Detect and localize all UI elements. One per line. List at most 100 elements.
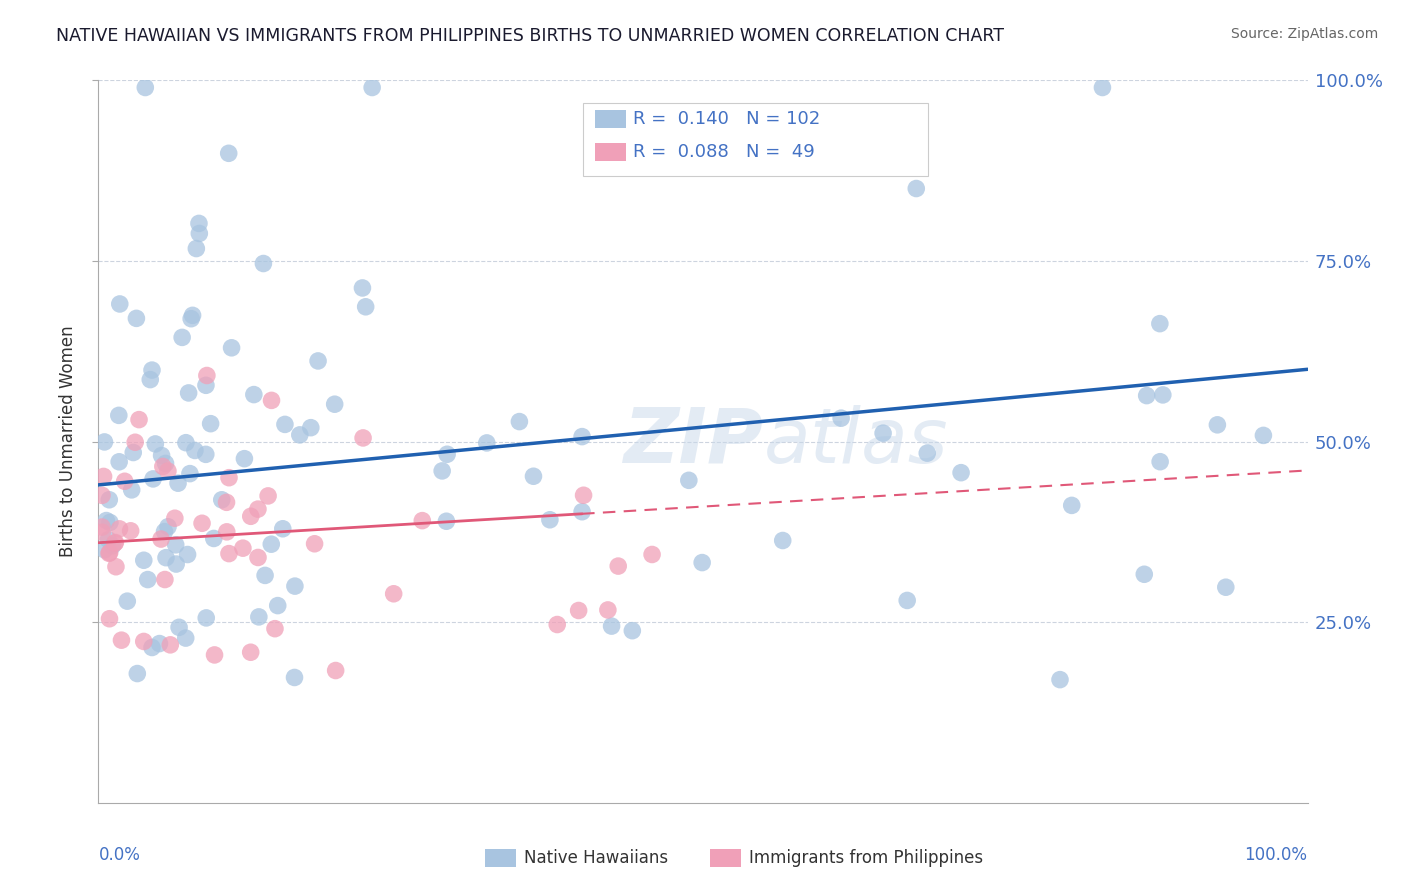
Point [153,573,176,587]
Point [93,469,115,483]
Point [174,435,197,450]
Point [411,514,433,528]
Point [91,525,114,540]
Point [430,464,453,478]
Point [134,80,156,95]
Point [139,373,162,387]
Point [179,467,201,481]
Point [121,483,143,497]
Point [153,524,176,539]
Point [896,593,918,607]
Point [98,546,121,560]
Point [143,437,166,451]
Point [1152,388,1174,402]
Point [150,449,173,463]
Text: 0.0%: 0.0% [98,847,141,864]
Point [274,417,297,432]
Point [159,638,181,652]
Point [1133,567,1156,582]
Point [98,546,121,560]
Point [108,455,131,469]
Point [142,472,165,486]
Point [127,666,149,681]
Text: atlas: atlas [763,405,948,478]
Point [288,428,311,442]
Text: NATIVE HAWAIIAN VS IMMIGRANTS FROM PHILIPPINES BIRTHS TO UNMARRIED WOMEN CORRELA: NATIVE HAWAIIAN VS IMMIGRANTS FROM PHILI… [56,27,1004,45]
Point [104,535,127,549]
Point [117,594,139,608]
Point [950,466,973,480]
Point [191,516,214,531]
Point [641,548,664,562]
Point [104,536,127,550]
Point [110,633,132,648]
Point [1091,80,1114,95]
Point [202,532,225,546]
Point [186,242,208,256]
Y-axis label: Births to Unmarried Women: Births to Unmarried Women [59,326,77,558]
Point [232,541,254,556]
Point [101,539,124,553]
Point [167,620,190,634]
Point [98,492,121,507]
Point [600,619,623,633]
Point [264,622,287,636]
Point [108,409,131,423]
Point [98,516,121,530]
Point [211,492,233,507]
Point [180,311,202,326]
Point [260,537,283,551]
Point [239,509,262,524]
Point [325,664,347,678]
Point [1149,317,1171,331]
Point [690,556,713,570]
Point [98,612,121,626]
Point [124,435,146,450]
Point [177,386,200,401]
Point [128,412,150,426]
Point [1149,455,1171,469]
Point [247,610,270,624]
Point [905,181,928,195]
Point [155,457,177,471]
Point [96,514,118,528]
Point [141,640,163,655]
Point [184,443,207,458]
Point [475,436,498,450]
Text: R =  0.140   N = 102: R = 0.140 N = 102 [633,110,820,128]
Point [108,297,131,311]
Point [323,397,346,411]
Point [194,447,217,461]
Point [167,476,190,491]
Point [155,550,177,565]
Point [148,636,170,650]
Point [97,533,120,547]
Text: Source: ZipAtlas.com: Source: ZipAtlas.com [1230,27,1378,41]
Point [246,502,269,516]
Point [165,538,187,552]
Point [284,579,307,593]
Point [141,363,163,377]
Point [260,393,283,408]
Point [91,520,114,534]
Point [1253,428,1275,442]
Point [120,524,142,538]
Point [678,473,700,487]
Point [607,559,630,574]
Point [271,522,294,536]
Point [872,426,894,441]
Point [1049,673,1071,687]
Point [254,568,277,582]
Point [243,387,266,401]
Point [218,471,240,485]
Point [283,670,305,684]
Point [221,341,243,355]
Point [304,537,326,551]
Point [1215,580,1237,594]
Point [136,573,159,587]
Point [215,524,238,539]
Point [91,488,114,502]
Text: Native Hawaiians: Native Hawaiians [524,849,669,867]
Point [354,300,377,314]
Point [156,464,179,478]
